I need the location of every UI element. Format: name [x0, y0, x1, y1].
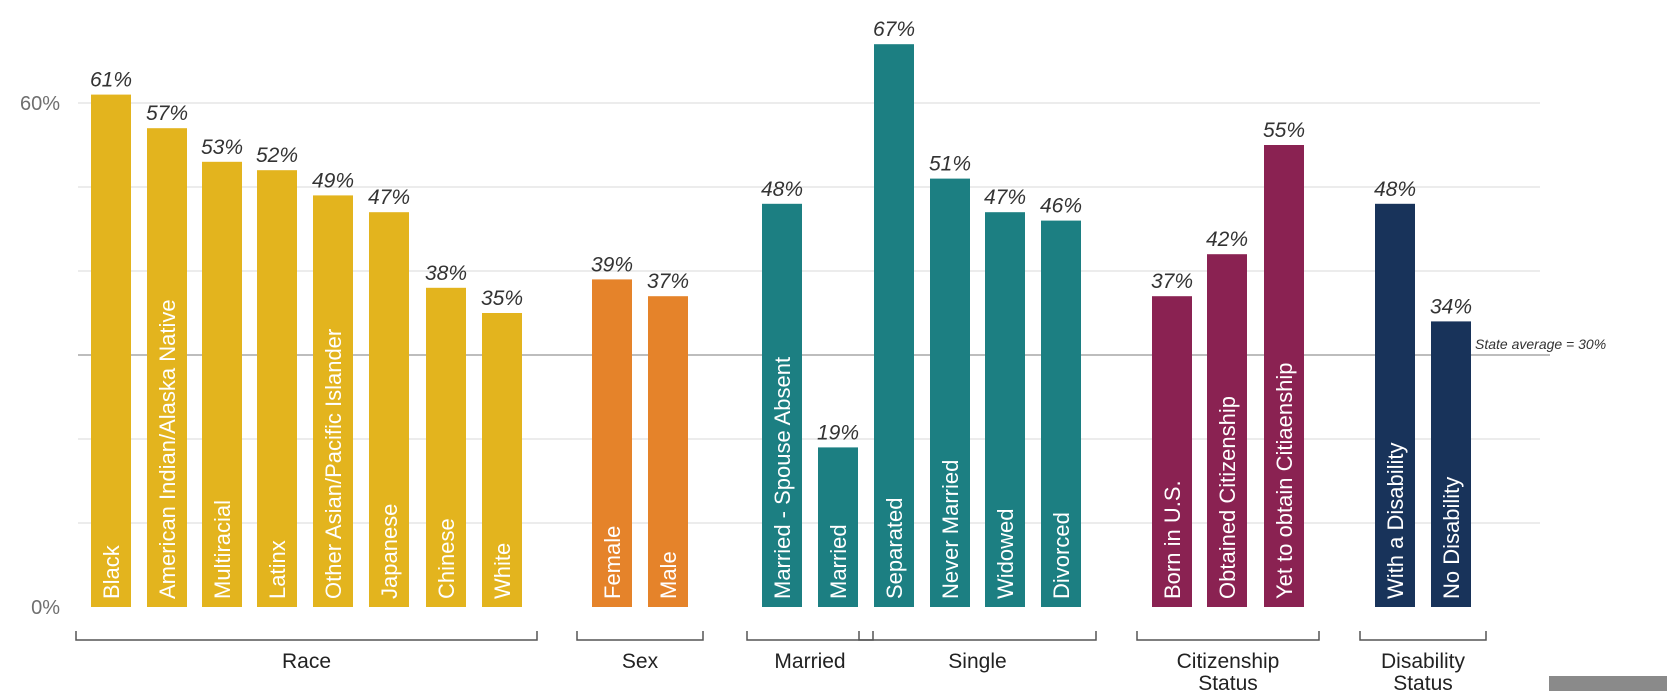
bar	[762, 203, 802, 608]
group-label: Married	[774, 650, 845, 673]
bar	[592, 279, 632, 607]
bar-value-label: 57%	[146, 102, 188, 125]
bar-category-label: Married - Spouse Absent	[770, 357, 795, 599]
bar-value-label: 67%	[873, 18, 915, 41]
bar-category-label: Other Asian/Pacific Islander	[321, 329, 346, 599]
bar	[1152, 296, 1192, 607]
group-bracket	[1136, 631, 1320, 641]
bar-category-label: Black	[99, 544, 124, 599]
bar-value-label: 49%	[312, 169, 354, 192]
bars: 61% Black 57% American Indian/Alaska Native…	[90, 18, 1472, 608]
bar	[1431, 321, 1471, 607]
bar-value-label: 38%	[425, 262, 467, 285]
group-label: Race	[282, 650, 331, 673]
bar-category-label: Male	[656, 551, 681, 599]
bar-category-label: Widowed	[993, 509, 1018, 599]
bar	[257, 170, 297, 607]
bar	[482, 313, 522, 607]
bar	[369, 212, 409, 607]
bar-category-label: Married	[826, 524, 851, 599]
bar-category-label: American Indian/Alaska Native	[155, 299, 180, 599]
bar-value-label: 34%	[1430, 295, 1472, 318]
bar-category-label: Born in U.S.	[1160, 480, 1185, 599]
bar	[313, 195, 353, 607]
bar-category-label: Chinese	[434, 518, 459, 599]
corner-tab	[1549, 676, 1667, 691]
bar-category-label: White	[490, 543, 515, 599]
bar	[426, 287, 466, 607]
bar-value-label: 35%	[481, 287, 523, 310]
bar-category-label: Female	[600, 526, 625, 599]
group-bracket	[576, 631, 704, 641]
group-label: Citizenship	[1177, 650, 1280, 673]
bar-value-label: 48%	[1374, 178, 1416, 201]
group-label: Sex	[622, 650, 659, 673]
bar-value-label: 46%	[1040, 195, 1082, 218]
y-tick-label: 60%	[20, 93, 60, 115]
bar	[1375, 203, 1415, 608]
state-average-label: State average = 30%	[1475, 336, 1606, 352]
group-bracket	[746, 631, 874, 641]
group-label: Status	[1393, 672, 1453, 691]
bar	[648, 296, 688, 607]
bar-category-label: Japanese	[377, 504, 402, 599]
bar	[874, 44, 914, 607]
bar-value-label: 47%	[368, 186, 410, 209]
bar	[930, 178, 970, 607]
bar-category-label: Separated	[882, 497, 907, 599]
group-bracket	[1359, 631, 1487, 641]
bar	[91, 94, 131, 608]
bar	[1207, 254, 1247, 607]
bar-category-label: Divorced	[1049, 512, 1074, 599]
bar	[818, 447, 858, 607]
bar-value-label: 37%	[1151, 270, 1193, 293]
bar-category-label: No Disability	[1439, 477, 1464, 599]
group-label: Single	[948, 650, 1006, 673]
bar-category-label: Yet to obtain Citiaenship	[1272, 363, 1297, 599]
bar-value-label: 19%	[817, 421, 859, 444]
group-bracket	[75, 631, 538, 641]
bar-category-label: Obtained Citizenship	[1215, 396, 1240, 599]
bar-category-label: Latinx	[265, 540, 290, 599]
bar	[147, 128, 187, 607]
bar-value-label: 47%	[984, 186, 1026, 209]
bar-value-label: 39%	[591, 253, 633, 276]
bar-category-label: Never Married	[938, 460, 963, 599]
bar-value-label: 55%	[1263, 119, 1305, 142]
y-tick-label: 0%	[31, 597, 60, 619]
bar	[985, 212, 1025, 607]
y-axis: 0% 60%	[20, 93, 60, 619]
bar	[1041, 220, 1081, 607]
bar	[1264, 145, 1304, 607]
category-groups: Race Sex Married Single CitizenshipStatusDis…	[75, 631, 1487, 691]
bar-value-label: 51%	[929, 153, 971, 176]
bar	[202, 161, 242, 608]
group-label: Status	[1198, 672, 1258, 691]
bar-value-label: 42%	[1206, 228, 1248, 251]
bar-category-label: Multiracial	[210, 500, 235, 599]
bar-category-label: With a Disability	[1383, 443, 1408, 599]
bar-value-label: 52%	[256, 144, 298, 167]
bar-value-label: 61%	[90, 69, 132, 92]
group-label: Disability	[1381, 650, 1466, 673]
group-bracket	[858, 631, 1097, 641]
bar-value-label: 48%	[761, 178, 803, 201]
bar-value-label: 53%	[201, 136, 243, 159]
bar-value-label: 37%	[647, 270, 689, 293]
